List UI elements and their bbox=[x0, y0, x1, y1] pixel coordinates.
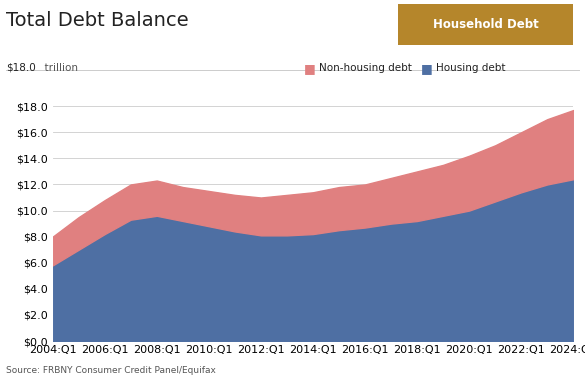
Text: Total Debt Balance: Total Debt Balance bbox=[6, 11, 188, 30]
Text: Housing debt: Housing debt bbox=[436, 63, 505, 72]
Text: Household Debt: Household Debt bbox=[433, 18, 538, 31]
Text: trillion: trillion bbox=[38, 63, 78, 72]
Text: $18.0: $18.0 bbox=[6, 63, 36, 72]
Text: ■: ■ bbox=[421, 63, 433, 75]
Text: ■: ■ bbox=[304, 63, 316, 75]
Text: Source: FRBNY Consumer Credit Panel/Equifax: Source: FRBNY Consumer Credit Panel/Equi… bbox=[6, 366, 216, 375]
Text: Non-housing debt: Non-housing debt bbox=[319, 63, 412, 72]
